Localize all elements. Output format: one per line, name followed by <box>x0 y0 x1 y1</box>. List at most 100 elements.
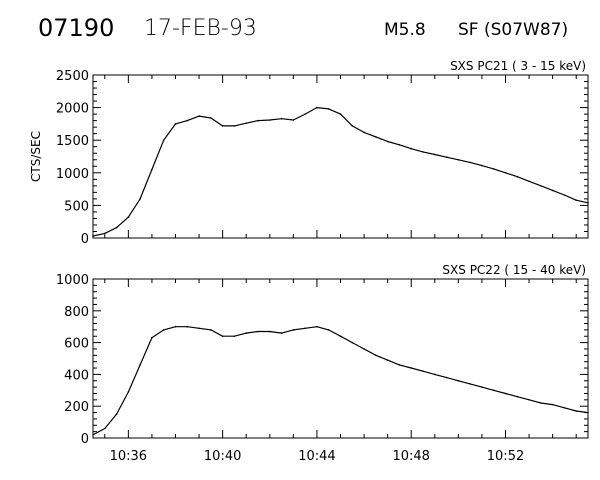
data-point <box>115 226 118 229</box>
data-point <box>587 202 589 204</box>
data-point <box>92 235 94 237</box>
data-point <box>151 337 153 339</box>
data-point <box>269 330 271 333</box>
data-point <box>410 367 413 369</box>
data-point <box>316 325 318 328</box>
data-point <box>492 389 495 392</box>
y-tick-label: 800 <box>64 305 89 320</box>
data-point <box>492 168 495 170</box>
data-point <box>304 113 306 115</box>
data-point <box>457 159 460 161</box>
data-point <box>363 131 365 134</box>
data-point <box>575 199 577 201</box>
data-point <box>434 153 436 156</box>
y-tick-label: 1000 <box>56 273 89 288</box>
data-point <box>528 180 530 183</box>
data-point <box>104 232 106 235</box>
data-point <box>457 380 460 382</box>
data-point <box>327 329 330 331</box>
data-point <box>504 392 507 395</box>
data-point <box>233 125 236 127</box>
x-tick-label: 10:44 <box>298 449 335 464</box>
data-point <box>316 106 318 109</box>
data-point <box>92 434 94 436</box>
data-point <box>398 364 401 366</box>
data-point <box>339 335 342 338</box>
data-point <box>304 327 306 330</box>
data-point <box>198 327 200 330</box>
data-point <box>422 151 424 153</box>
flare-class: M5.8 <box>384 20 426 40</box>
data-point <box>174 325 177 328</box>
panel-title: SXS PC22 ( 15 - 40 keV) <box>442 263 586 277</box>
data-point <box>551 403 554 406</box>
data-point <box>363 348 365 350</box>
data-point <box>186 119 189 122</box>
data-point <box>186 325 189 328</box>
y-tick-label: 0 <box>81 232 89 247</box>
y-tick-label: 1000 <box>56 167 89 182</box>
x-tick-label: 10:52 <box>487 449 524 464</box>
data-point <box>386 140 389 143</box>
data-point <box>375 136 377 138</box>
data-point <box>292 329 295 331</box>
data-point <box>540 402 542 404</box>
data-point <box>434 373 436 376</box>
data-point <box>469 383 471 385</box>
x-tick-label: 10:48 <box>392 449 429 464</box>
data-point <box>575 410 577 412</box>
data-point <box>162 329 165 331</box>
flare-location: SF (S07W87) <box>458 20 569 40</box>
data-point <box>351 125 354 127</box>
event-date: 17-FEB-93 <box>144 16 257 41</box>
data-point <box>398 144 401 146</box>
data-point <box>504 172 507 174</box>
data-point <box>563 194 566 196</box>
data-point <box>115 413 118 415</box>
y-tick-label: 400 <box>64 368 89 383</box>
series-line <box>92 106 589 237</box>
panel-title: SXS PC21 ( 3 - 15 keV) <box>450 59 586 73</box>
data-point <box>516 395 519 398</box>
data-point <box>292 119 295 121</box>
y-tick-label: 200 <box>64 400 89 415</box>
y-tick-label: 0 <box>81 432 89 447</box>
data-point <box>139 364 141 366</box>
data-point <box>127 391 130 393</box>
data-point <box>339 113 342 115</box>
y-tick-label: 500 <box>64 199 89 214</box>
event-id: 07190 <box>38 14 115 42</box>
data-point <box>139 198 141 200</box>
data-point <box>210 117 212 119</box>
data-point <box>174 123 177 125</box>
data-point <box>280 117 283 120</box>
data-point <box>481 164 483 167</box>
data-point <box>327 108 330 110</box>
data-point <box>445 376 448 379</box>
data-point <box>351 341 354 344</box>
y-tick-label: 1500 <box>56 134 89 149</box>
data-point <box>445 156 448 158</box>
panel-pc22: SXS PC22 ( 15 - 40 keV) 0 200 400 600 800 1000… <box>56 263 589 464</box>
data-point <box>516 175 519 178</box>
data-point <box>245 122 247 124</box>
data-point <box>210 329 212 331</box>
y-tick-label: 2500 <box>56 69 89 84</box>
data-point <box>469 161 471 164</box>
data-point <box>375 354 377 357</box>
data-point <box>269 119 271 121</box>
series-line <box>92 326 589 436</box>
data-point <box>551 189 554 192</box>
data-point <box>162 139 165 141</box>
data-point <box>127 216 130 218</box>
data-point <box>587 411 589 414</box>
panel-pc21: SXS PC21 ( 3 - 15 keV) CTS/SEC 0 500 1000 150… <box>29 59 589 247</box>
y-tick-label: 600 <box>64 337 89 352</box>
data-point <box>221 335 224 338</box>
plot-frame <box>92 278 589 439</box>
y-axis-label: CTS/SEC <box>29 131 43 182</box>
data-point <box>245 332 247 334</box>
data-point <box>257 330 259 333</box>
plot-frame <box>92 74 589 239</box>
